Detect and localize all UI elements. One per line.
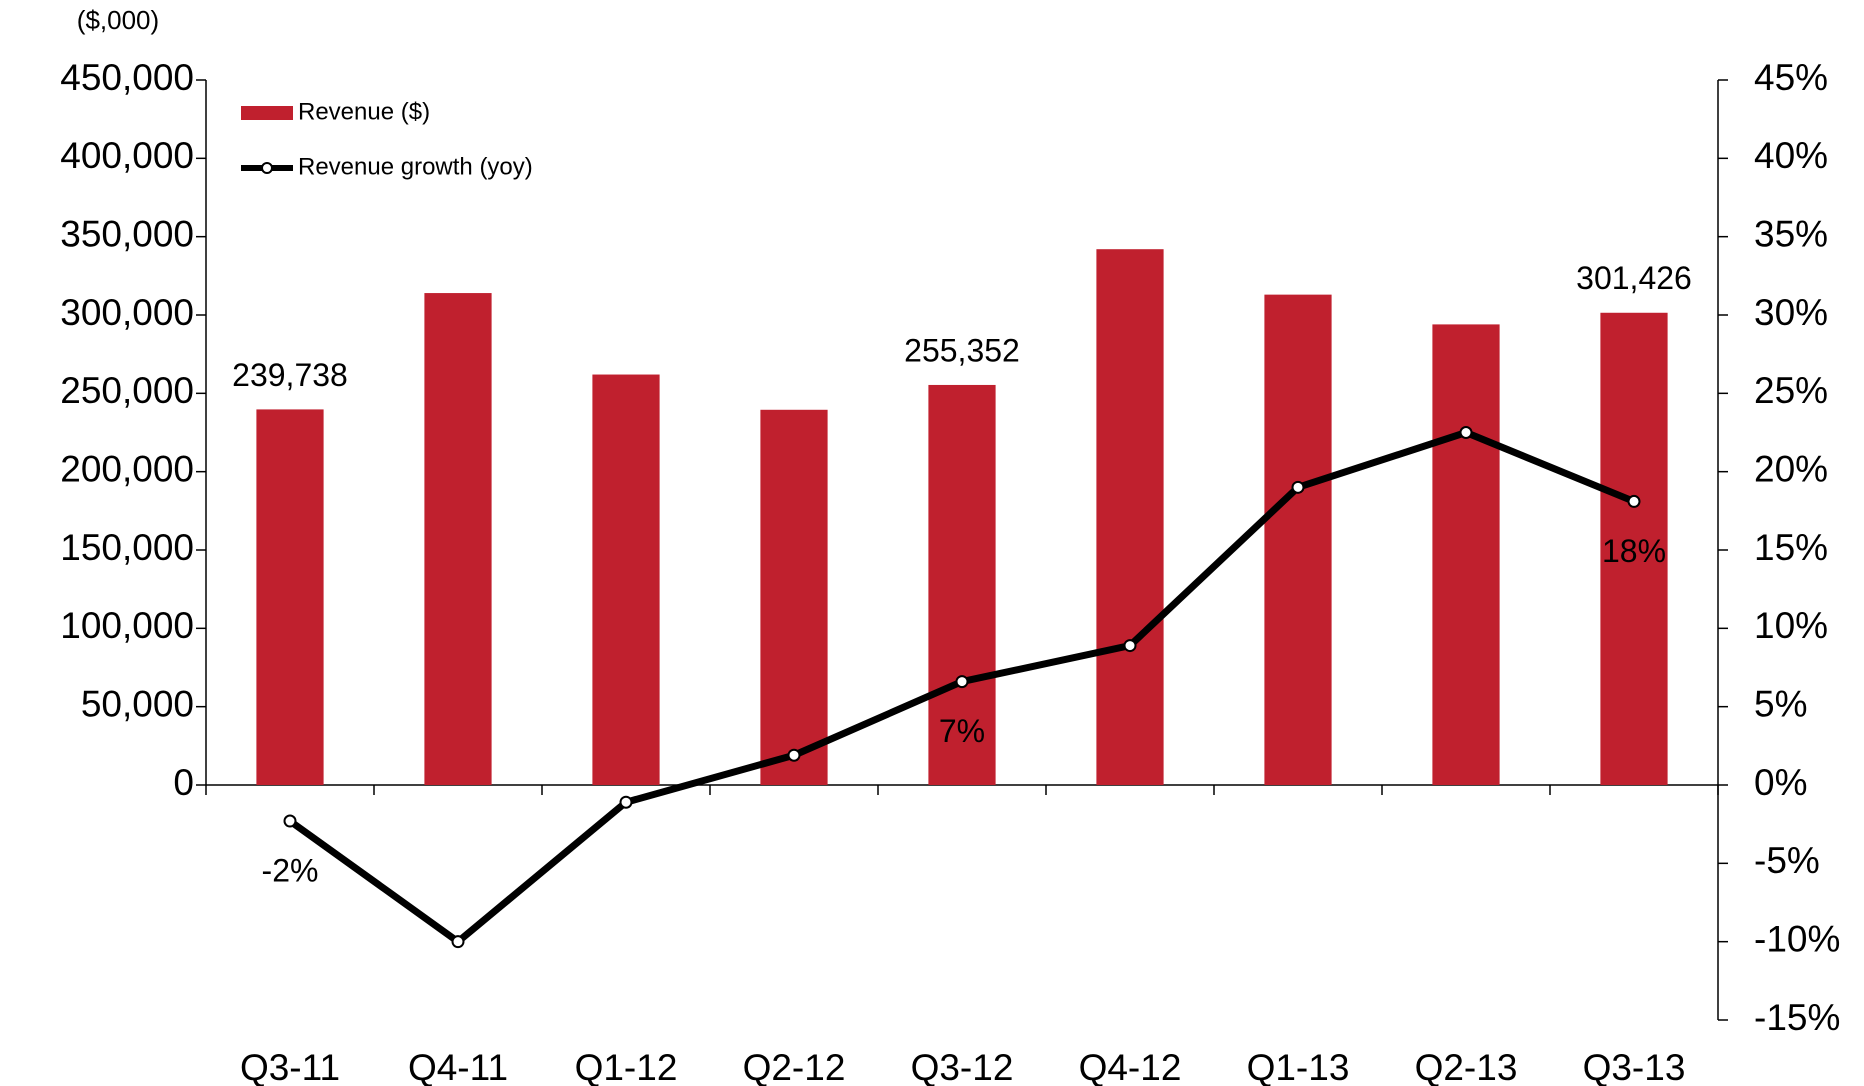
- line-value-label: -2%: [262, 852, 319, 888]
- line-marker: [1291, 480, 1305, 494]
- y2-tick-label: 15%: [1754, 527, 1828, 568]
- bar-value-label: 255,352: [904, 332, 1020, 368]
- y2-tick-label: 25%: [1754, 370, 1828, 411]
- bar-value-label: 301,426: [1576, 260, 1692, 296]
- bar: [1264, 294, 1332, 785]
- line-marker: [955, 675, 969, 689]
- line-marker: [787, 748, 801, 762]
- bar: [928, 384, 996, 785]
- line-value-label: 7%: [939, 713, 985, 749]
- bar: [1096, 249, 1164, 785]
- y2-tick-label: 0%: [1754, 762, 1807, 803]
- line-value-label: 18%: [1602, 533, 1666, 569]
- bar: [760, 409, 828, 785]
- bar: [256, 409, 324, 785]
- bar-value-label: 239,738: [232, 357, 348, 393]
- line-marker: [451, 935, 465, 949]
- bar: [424, 293, 492, 785]
- line-marker: [619, 795, 633, 809]
- bar: [1600, 312, 1668, 785]
- y-tick-label: 50,000: [81, 683, 194, 724]
- y-tick-label: 400,000: [60, 135, 194, 176]
- y-tick-label: 450,000: [60, 57, 194, 98]
- line-marker: [1459, 426, 1473, 439]
- y2-tick-label: 45%: [1754, 57, 1828, 98]
- x-tick-label: Q2-13: [1415, 1047, 1518, 1086]
- y-tick-label: 300,000: [60, 292, 194, 333]
- y2-tick-label: 20%: [1754, 448, 1828, 489]
- line-marker: [283, 814, 297, 828]
- bar: [592, 374, 660, 785]
- y2-tick-label: -5%: [1754, 840, 1820, 881]
- y2-tick-label: 35%: [1754, 213, 1828, 254]
- y2-tick-label: 40%: [1754, 135, 1828, 176]
- x-tick-label: Q3-12: [911, 1047, 1014, 1086]
- legend-swatch: [241, 106, 293, 120]
- legend-marker: [261, 162, 273, 174]
- y-tick-label: 350,000: [60, 213, 194, 254]
- y-tick-label: 250,000: [60, 370, 194, 411]
- y2-tick-label: -15%: [1754, 997, 1840, 1038]
- y2-tick-label: 30%: [1754, 292, 1828, 333]
- x-tick-label: Q2-12: [743, 1047, 846, 1086]
- y2-tick-label: -10%: [1754, 918, 1840, 959]
- y-tick-label: 200,000: [60, 448, 194, 489]
- y-axis-unit: ($,000): [77, 5, 159, 35]
- x-tick-label: Q3-11: [240, 1047, 340, 1086]
- y-tick-label: 100,000: [60, 605, 194, 646]
- x-tick-label: Q3-13: [1583, 1047, 1686, 1086]
- y2-tick-label: 5%: [1754, 683, 1807, 724]
- line-marker: [1123, 639, 1137, 653]
- y-tick-label: 150,000: [60, 527, 194, 568]
- bar: [1432, 324, 1500, 785]
- line-marker: [1627, 494, 1641, 508]
- x-tick-label: Q1-12: [575, 1047, 678, 1086]
- legend-label: Revenue ($): [298, 98, 430, 125]
- y-tick-label: 0: [173, 762, 194, 803]
- x-tick-label: Q4-11: [408, 1047, 508, 1086]
- y2-tick-label: 10%: [1754, 605, 1828, 646]
- x-tick-label: Q4-12: [1079, 1047, 1182, 1086]
- legend-label: Revenue growth (yoy): [298, 153, 533, 180]
- x-tick-label: Q1-13: [1247, 1047, 1350, 1086]
